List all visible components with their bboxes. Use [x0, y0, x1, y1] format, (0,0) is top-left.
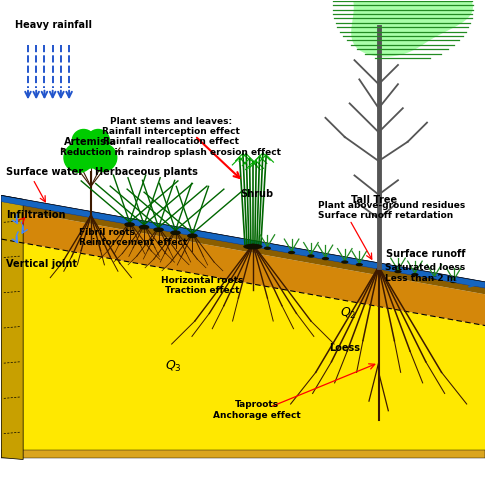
Ellipse shape — [356, 263, 363, 266]
Text: Heavy rainfall: Heavy rainfall — [15, 20, 92, 30]
Ellipse shape — [308, 255, 314, 258]
Text: Tall Tree: Tall Tree — [350, 195, 397, 205]
Text: Saturated loess
Less than 2 m: Saturated loess Less than 2 m — [385, 264, 465, 283]
Text: Herbaceous plants: Herbaceous plants — [95, 167, 198, 177]
Circle shape — [72, 132, 109, 169]
Text: $Q_3$: $Q_3$ — [165, 359, 182, 374]
Polygon shape — [2, 239, 485, 457]
Ellipse shape — [170, 230, 181, 235]
Ellipse shape — [450, 280, 457, 283]
Ellipse shape — [341, 260, 348, 264]
Polygon shape — [2, 199, 485, 294]
Text: Loess: Loess — [330, 343, 360, 353]
Polygon shape — [2, 208, 485, 326]
Ellipse shape — [394, 270, 402, 273]
Ellipse shape — [430, 276, 438, 280]
Ellipse shape — [243, 244, 262, 250]
Polygon shape — [351, 0, 473, 57]
Text: Plant above-ground residues
Surface runoff retardation: Plant above-ground residues Surface runo… — [318, 201, 466, 220]
Text: Taproots
Anchorage effect: Taproots Anchorage effect — [213, 400, 300, 420]
Circle shape — [86, 129, 110, 153]
Polygon shape — [2, 196, 23, 459]
Ellipse shape — [187, 233, 198, 238]
Text: Shrub: Shrub — [240, 189, 274, 199]
Text: Plant stems and leaves:
Rainfall interception effect
Rainfall reallocation effec: Plant stems and leaves: Rainfall interce… — [60, 116, 281, 157]
Text: Infiltration: Infiltration — [6, 211, 66, 220]
Text: Vertical joint: Vertical joint — [6, 259, 77, 269]
Polygon shape — [2, 196, 485, 288]
Text: Horizontal roots
Traction effect: Horizontal roots Traction effect — [161, 276, 244, 296]
Circle shape — [88, 143, 118, 172]
Polygon shape — [2, 450, 485, 457]
Ellipse shape — [412, 273, 418, 276]
Ellipse shape — [138, 225, 149, 229]
Circle shape — [64, 142, 94, 173]
Ellipse shape — [264, 246, 271, 250]
Ellipse shape — [154, 227, 164, 232]
Text: Surface runoff: Surface runoff — [386, 249, 466, 259]
Text: Surface water: Surface water — [6, 167, 84, 177]
Ellipse shape — [124, 222, 135, 227]
Ellipse shape — [322, 257, 329, 260]
Text: Fibril roots
Reinforcement effect: Fibril roots Reinforcement effect — [79, 228, 187, 247]
Text: $Q_2$: $Q_2$ — [340, 306, 356, 322]
Ellipse shape — [288, 251, 295, 254]
Text: Artemisia: Artemisia — [64, 138, 118, 147]
Circle shape — [72, 129, 96, 153]
